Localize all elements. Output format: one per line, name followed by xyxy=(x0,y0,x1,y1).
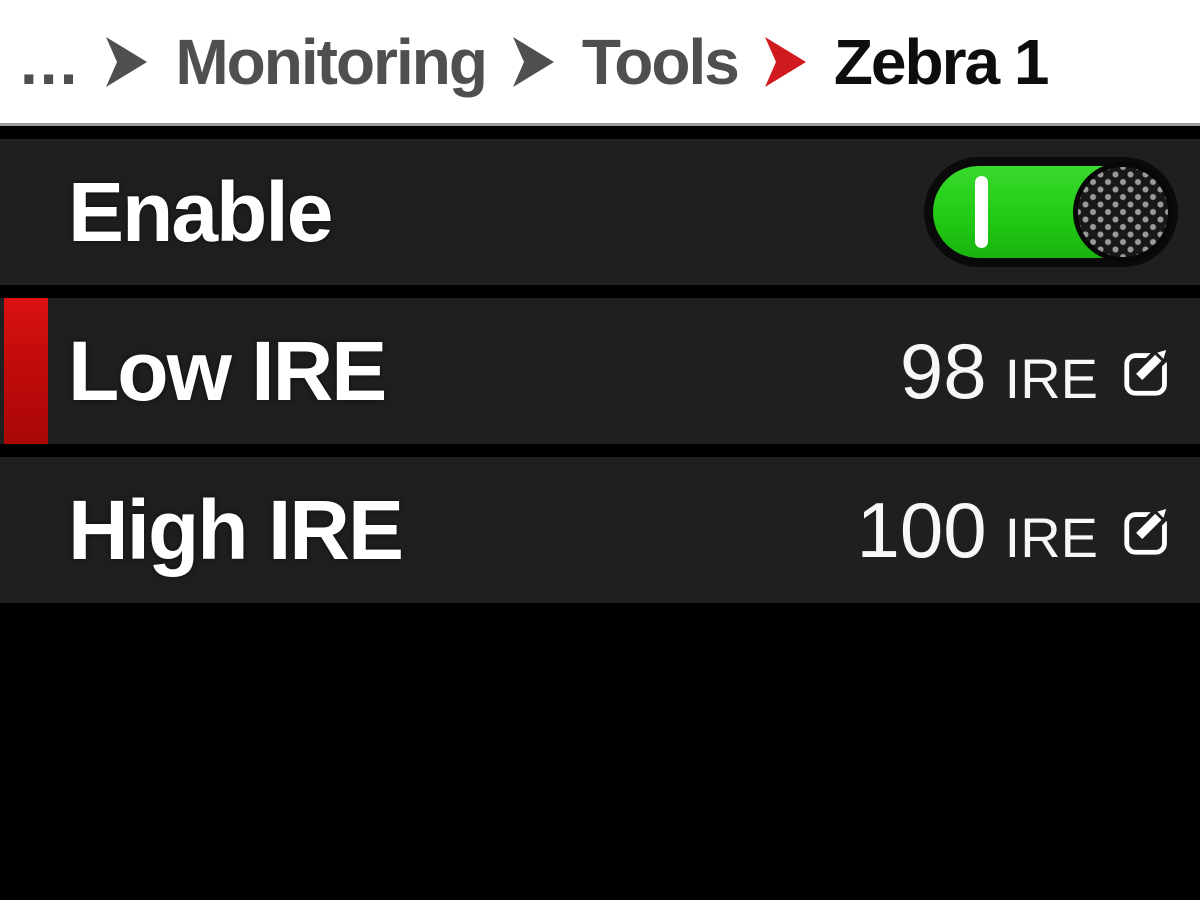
enable-toggle[interactable] xyxy=(924,157,1178,267)
breadcrumb-item-monitoring[interactable]: Monitoring xyxy=(175,25,488,98)
setting-value-high-ire: 100 IRE xyxy=(857,485,1179,576)
setting-label-enable: Enable xyxy=(68,164,333,259)
value-unit: IRE xyxy=(1004,346,1098,410)
toggle-on-indicator xyxy=(975,176,988,248)
selection-indicator xyxy=(4,298,48,444)
setting-label-low-ire: Low IRE xyxy=(68,323,387,418)
breadcrumb-item-zebra1: Zebra 1 xyxy=(833,25,1050,98)
setting-row-high-ire[interactable]: High IRE 100 IRE xyxy=(0,457,1200,603)
value-unit: IRE xyxy=(1004,505,1098,569)
edit-button-high-ire[interactable] xyxy=(1120,499,1178,559)
setting-row-enable[interactable]: Enable xyxy=(0,139,1200,285)
edit-button-low-ire[interactable] xyxy=(1120,340,1178,400)
toggle-knob[interactable] xyxy=(1073,162,1173,262)
breadcrumb: ... Monitoring Tools Zebra 1 xyxy=(0,0,1200,126)
chevron-right-icon xyxy=(106,36,148,87)
setting-label-high-ire: High IRE xyxy=(68,482,404,577)
breadcrumb-ellipsis[interactable]: ... xyxy=(20,25,80,98)
edit-icon xyxy=(1124,499,1176,555)
edit-icon xyxy=(1124,340,1176,396)
value-number: 98 xyxy=(899,326,987,415)
setting-row-low-ire[interactable]: Low IRE 98 IRE xyxy=(0,298,1200,444)
settings-list: Enable Low IRE 98 IRE xyxy=(0,139,1200,603)
chevron-right-icon xyxy=(512,36,554,87)
value-number: 100 xyxy=(856,485,987,574)
breadcrumb-item-tools[interactable]: Tools xyxy=(581,25,740,98)
chevron-right-icon-active xyxy=(764,36,806,87)
setting-value-low-ire: 98 IRE xyxy=(900,326,1178,417)
